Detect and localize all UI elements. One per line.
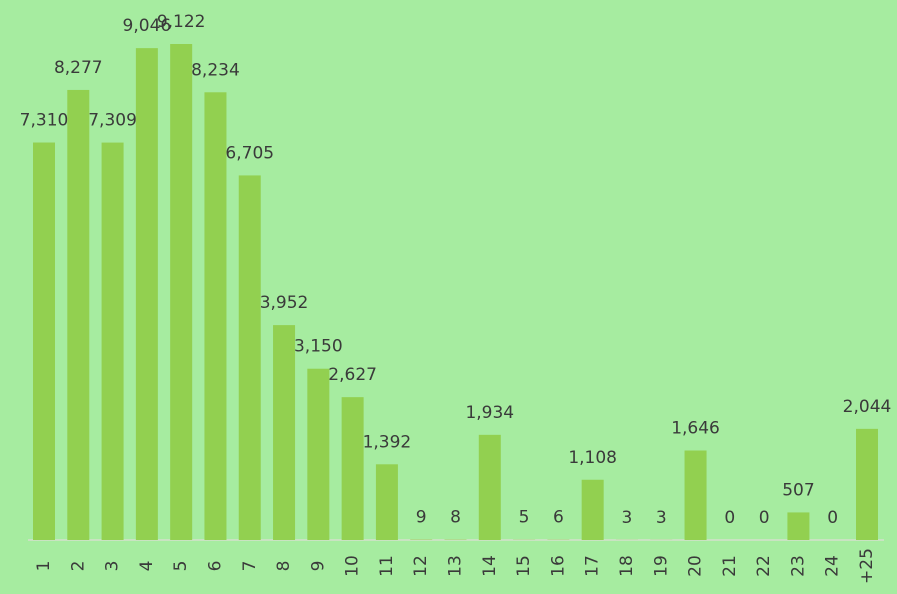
x-tick-label: 15 [514, 555, 534, 577]
x-tick-label: 3 [103, 561, 123, 572]
value-label: 8,234 [191, 60, 240, 80]
value-label: 3 [622, 508, 633, 528]
x-tick-label: 16 [548, 555, 568, 577]
x-tick-label: 13 [446, 555, 466, 577]
x-tick-label: 5 [171, 561, 191, 572]
x-tick-label: 11 [377, 555, 397, 577]
x-tick-label: 12 [411, 555, 431, 577]
value-label: 6 [553, 508, 564, 528]
value-label: 0 [759, 508, 770, 528]
x-tick-label: 20 [686, 555, 706, 577]
value-label: 9,046 [123, 16, 172, 36]
x-tick-label: 1 [34, 561, 54, 572]
value-label: 3,150 [294, 337, 343, 357]
x-tick-label: 2 [68, 561, 88, 572]
x-tick-label: 23 [788, 555, 808, 577]
value-label: 6,705 [225, 143, 274, 163]
bar [135, 48, 158, 541]
x-tick-label: 17 [583, 555, 603, 577]
value-label: 2,627 [328, 365, 377, 385]
bar [581, 479, 604, 540]
x-tick-label: 14 [480, 555, 500, 577]
x-tick-label: 8 [274, 561, 294, 572]
value-label: 3,952 [260, 293, 309, 313]
bar [101, 142, 124, 540]
bar [238, 175, 261, 540]
bar [341, 397, 364, 540]
bar [170, 44, 193, 540]
value-label: 1,646 [671, 419, 720, 439]
x-tick-label: 21 [720, 555, 740, 577]
x-tick-label: 9 [308, 561, 328, 572]
bar [375, 464, 398, 540]
value-label: 8,277 [54, 58, 103, 78]
bar [33, 142, 55, 540]
value-label: 507 [782, 480, 814, 500]
x-tick-label: 24 [823, 555, 843, 577]
x-tick-label: 18 [617, 555, 637, 577]
bar [478, 434, 501, 540]
x-tick-label: 6 [205, 561, 225, 572]
value-label: 7,309 [88, 111, 137, 131]
bar [307, 368, 330, 540]
value-label: 0 [724, 508, 735, 528]
value-label: 0 [827, 508, 838, 528]
value-label: 9 [416, 508, 427, 528]
value-label: 1,108 [568, 448, 617, 468]
value-label: 1,934 [465, 403, 514, 423]
bar [204, 92, 227, 540]
bar [67, 89, 90, 540]
value-label: 9,122 [157, 12, 206, 32]
bar [273, 325, 296, 540]
value-label: 1,392 [363, 432, 412, 452]
x-tick-label: +25 [857, 548, 877, 584]
bar [856, 428, 878, 540]
x-tick-label: 19 [651, 555, 671, 577]
bar [787, 512, 810, 540]
x-tick-label: 22 [754, 555, 774, 577]
value-label: 3 [656, 508, 667, 528]
value-label: 8 [450, 508, 461, 528]
bar [684, 450, 707, 540]
x-tick-label: 4 [137, 561, 157, 572]
value-label: 2,044 [843, 397, 892, 417]
value-label: 7,310 [20, 111, 69, 131]
value-label: 5 [519, 508, 530, 528]
x-tick-label: 10 [343, 555, 363, 577]
x-tick-label: 7 [240, 561, 260, 572]
